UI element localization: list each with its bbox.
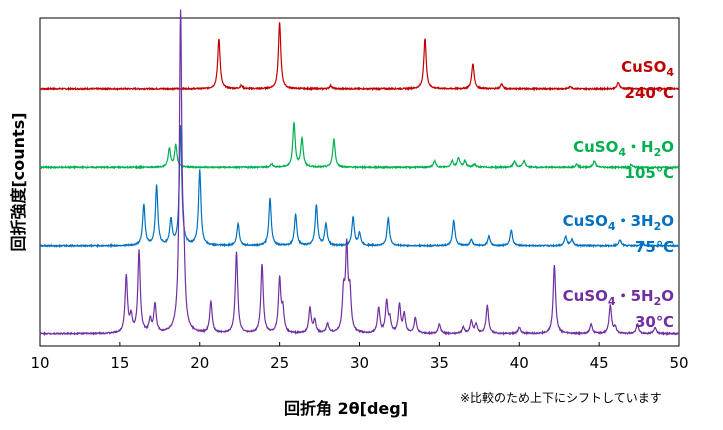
y-axis-title: 回折強度[counts] bbox=[9, 112, 28, 251]
series-name-label: CuSO4・H2O bbox=[573, 138, 674, 159]
series-temperature-label: 75℃ bbox=[635, 238, 674, 256]
x-tick-label: 45 bbox=[590, 354, 609, 372]
series-line-3 bbox=[39, 9, 680, 337]
x-axis-title: 回折角 2θ[deg] bbox=[284, 399, 408, 418]
series-name-label: CuSO4・5H2O bbox=[563, 287, 674, 308]
shift-note: ※比較のため上下にシフトしています bbox=[460, 390, 662, 405]
series-name-label: CuSO4 bbox=[621, 58, 674, 79]
series-name-label: CuSO4・3H2O bbox=[563, 212, 674, 233]
x-tick-label: 10 bbox=[30, 354, 49, 372]
x-tick-label: 20 bbox=[190, 354, 209, 372]
series-traces bbox=[39, 9, 680, 337]
series-line-2 bbox=[39, 125, 680, 249]
x-tick-label: 15 bbox=[110, 354, 129, 372]
series-line-1 bbox=[39, 120, 680, 170]
series-temperature-label: 30℃ bbox=[635, 313, 674, 331]
series-temperature-label: 105℃ bbox=[625, 164, 674, 182]
x-tick-label: 40 bbox=[510, 354, 529, 372]
x-tick-label: 25 bbox=[270, 354, 289, 372]
series-labels: CuSO4 240℃ CuSO4・H2O 105℃ CuSO4・3H2O 75℃ CuSO4… bbox=[563, 58, 675, 331]
series-line-0 bbox=[39, 22, 680, 92]
x-tick-label: 35 bbox=[430, 354, 449, 372]
x-tick-label: 30 bbox=[350, 354, 369, 372]
x-tick-label: 50 bbox=[669, 354, 688, 372]
series-temperature-label: 240℃ bbox=[625, 84, 674, 102]
x-axis-ticks: 10 15 20 25 30 35 40 45 50 bbox=[30, 342, 689, 372]
